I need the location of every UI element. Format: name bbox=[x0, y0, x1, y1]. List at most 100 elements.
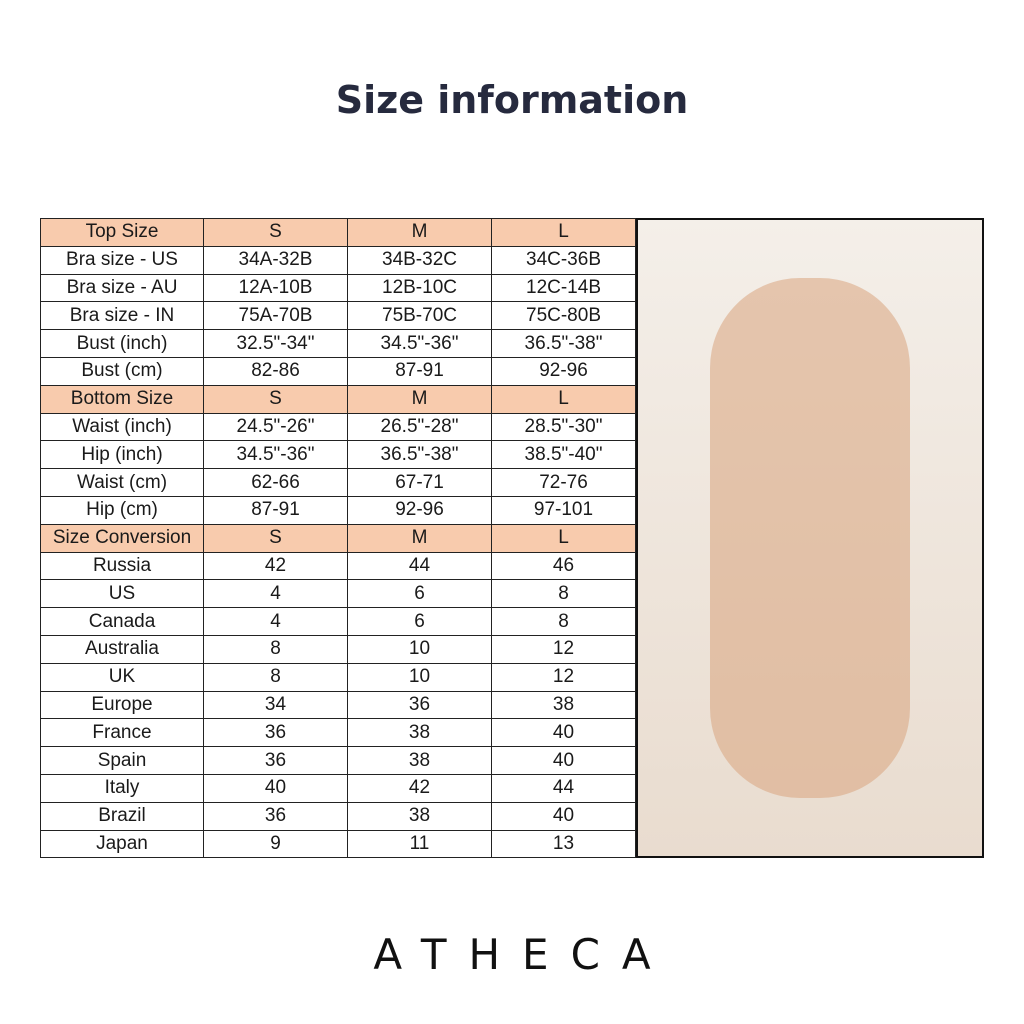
size-cell: 12A-10B bbox=[203, 273, 348, 303]
size-cell: 10 bbox=[347, 634, 492, 664]
size-cell: 92-96 bbox=[347, 495, 492, 525]
table-row: Japan 9 11 13 bbox=[40, 829, 636, 859]
size-cell: 8 bbox=[491, 579, 636, 609]
row-label-cell: Bust (inch) bbox=[40, 329, 204, 358]
size-cell: M bbox=[347, 384, 492, 414]
row-label-cell: Waist (cm) bbox=[40, 468, 204, 497]
size-cell: 34A-32B bbox=[203, 245, 348, 275]
row-label-cell: Brazil bbox=[40, 801, 204, 831]
size-cell: 36 bbox=[203, 718, 348, 748]
table-row: Waist (inch) 24.5"-26" 26.5"-28" 28.5"-30" bbox=[40, 412, 636, 442]
size-cell: 92-96 bbox=[491, 356, 636, 386]
size-cell: 10 bbox=[347, 662, 492, 692]
row-label-cell: Europe bbox=[40, 690, 204, 720]
table-header-row: Top Size S M L bbox=[40, 218, 636, 247]
size-cell: 36.5"-38" bbox=[491, 329, 636, 358]
table-row: Canada 4 6 8 bbox=[40, 607, 636, 636]
size-cell: 6 bbox=[347, 607, 492, 636]
row-label-cell: France bbox=[40, 718, 204, 748]
page-title: Size information bbox=[335, 78, 689, 122]
table-row: Spain 36 38 40 bbox=[40, 746, 636, 775]
row-label-cell: Hip (inch) bbox=[40, 440, 204, 470]
size-cell: 67-71 bbox=[347, 468, 492, 497]
size-cell: 87-91 bbox=[347, 356, 492, 386]
size-cell: 8 bbox=[491, 607, 636, 636]
model-figure-placeholder bbox=[710, 278, 910, 798]
size-cell: 28.5"-30" bbox=[491, 412, 636, 442]
size-cell: S bbox=[203, 523, 348, 553]
table-row: US 4 6 8 bbox=[40, 579, 636, 609]
row-label-cell: Waist (inch) bbox=[40, 412, 204, 442]
size-cell: 24.5"-26" bbox=[203, 412, 348, 442]
size-cell: 38 bbox=[347, 746, 492, 775]
size-cell: 4 bbox=[203, 607, 348, 636]
size-cell: 44 bbox=[491, 773, 636, 803]
row-label-cell: Bra size - US bbox=[40, 245, 204, 275]
row-label-cell: Bra size - AU bbox=[40, 273, 204, 303]
row-label-cell: Bust (cm) bbox=[40, 356, 204, 386]
size-cell: 34B-32C bbox=[347, 245, 492, 275]
size-cell: 12 bbox=[491, 662, 636, 692]
size-cell: 34.5"-36" bbox=[347, 329, 492, 358]
size-cell: 40 bbox=[203, 773, 348, 803]
size-cell: 34C-36B bbox=[491, 245, 636, 275]
row-label-cell: Russia bbox=[40, 551, 204, 581]
size-cell: 42 bbox=[203, 551, 348, 581]
row-label-cell: Hip (cm) bbox=[40, 495, 204, 525]
table-row: Hip (cm) 87-91 92-96 97-101 bbox=[40, 495, 636, 525]
brand-logo: ATHECA bbox=[373, 930, 673, 979]
table-row: Bra size - AU 12A-10B 12B-10C 12C-14B bbox=[40, 273, 636, 303]
row-label-cell: Spain bbox=[40, 746, 204, 775]
row-label-cell: Australia bbox=[40, 634, 204, 664]
size-cell: S bbox=[203, 384, 348, 414]
table-row: Bra size - US 34A-32B 34B-32C 34C-36B bbox=[40, 245, 636, 275]
size-cell: 6 bbox=[347, 579, 492, 609]
size-cell: L bbox=[491, 523, 636, 553]
table-row: Europe 34 36 38 bbox=[40, 690, 636, 720]
table-header-row: Size Conversion S M L bbox=[40, 523, 636, 553]
size-cell: 36 bbox=[347, 690, 492, 720]
size-cell: 4 bbox=[203, 579, 348, 609]
table-row: France 36 38 40 bbox=[40, 718, 636, 748]
size-cell: 75A-70B bbox=[203, 301, 348, 331]
size-cell: 38 bbox=[491, 690, 636, 720]
size-cell: 38.5"-40" bbox=[491, 440, 636, 470]
size-cell: M bbox=[347, 523, 492, 553]
table-row: Bra size - IN 75A-70B 75B-70C 75C-80B bbox=[40, 301, 636, 331]
size-cell: 32.5"-34" bbox=[203, 329, 348, 358]
table-row: Hip (inch) 34.5"-36" 36.5"-38" 38.5"-40" bbox=[40, 440, 636, 470]
table-row: Italy 40 42 44 bbox=[40, 773, 636, 803]
size-cell: 38 bbox=[347, 801, 492, 831]
size-cell: 82-86 bbox=[203, 356, 348, 386]
size-cell: 36 bbox=[203, 801, 348, 831]
size-cell: 97-101 bbox=[491, 495, 636, 525]
size-cell: 12 bbox=[491, 634, 636, 664]
row-label-cell: Size Conversion bbox=[40, 523, 204, 553]
size-table: Top Size S M L Bra size - US 34A-32B 34B-32C 34… bbox=[40, 218, 636, 859]
row-label-cell: Top Size bbox=[40, 218, 204, 247]
row-label-cell: Bra size - IN bbox=[40, 301, 204, 331]
size-cell: 87-91 bbox=[203, 495, 348, 525]
size-cell: 62-66 bbox=[203, 468, 348, 497]
table-row: Brazil 36 38 40 bbox=[40, 801, 636, 831]
row-label-cell: Bottom Size bbox=[40, 384, 204, 414]
table-row: Australia 8 10 12 bbox=[40, 634, 636, 664]
size-cell: 75C-80B bbox=[491, 301, 636, 331]
size-cell: 11 bbox=[347, 829, 492, 859]
model-photo bbox=[636, 218, 984, 858]
size-cell: 8 bbox=[203, 634, 348, 664]
size-cell: 40 bbox=[491, 718, 636, 748]
size-cell: 34 bbox=[203, 690, 348, 720]
size-cell: 42 bbox=[347, 773, 492, 803]
size-cell: 75B-70C bbox=[347, 301, 492, 331]
table-row: Bust (inch) 32.5"-34" 34.5"-36" 36.5"-38" bbox=[40, 329, 636, 358]
row-label-cell: Canada bbox=[40, 607, 204, 636]
row-label-cell: US bbox=[40, 579, 204, 609]
table-header-row: Bottom Size S M L bbox=[40, 384, 636, 414]
row-label-cell: UK bbox=[40, 662, 204, 692]
size-cell: 40 bbox=[491, 746, 636, 775]
size-cell: 26.5"-28" bbox=[347, 412, 492, 442]
size-cell: 13 bbox=[491, 829, 636, 859]
row-label-cell: Japan bbox=[40, 829, 204, 859]
size-cell: 8 bbox=[203, 662, 348, 692]
